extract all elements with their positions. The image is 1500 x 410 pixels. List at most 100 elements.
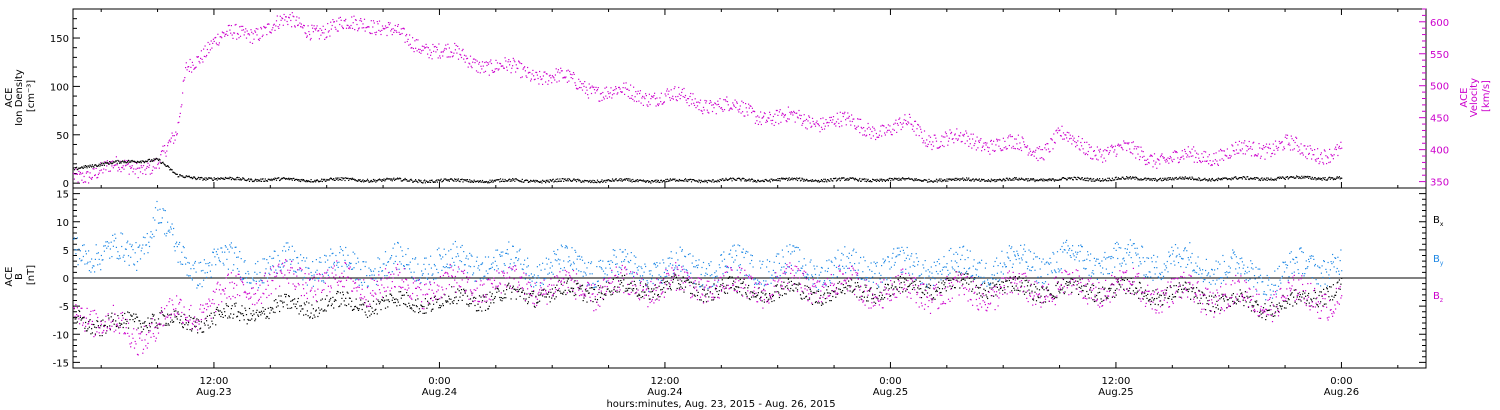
velocity-point xyxy=(1323,149,1325,151)
bx-point xyxy=(159,312,161,314)
velocity-point xyxy=(127,163,129,166)
velocity-point xyxy=(1052,148,1054,150)
bx-point xyxy=(267,307,269,309)
density-point xyxy=(1105,180,1107,182)
density-point xyxy=(926,179,928,181)
density-point xyxy=(133,160,135,162)
velocity-point xyxy=(1338,147,1340,149)
density-point xyxy=(1096,179,1098,181)
density-point xyxy=(915,178,917,180)
velocity-point xyxy=(142,173,144,175)
velocity-point xyxy=(1279,142,1281,145)
velocity-point xyxy=(932,141,934,143)
bx-point xyxy=(683,291,685,293)
bx-point xyxy=(705,301,708,303)
velocity-point xyxy=(194,67,196,69)
velocity-point xyxy=(124,159,126,161)
density-point xyxy=(1315,179,1317,181)
bx-point xyxy=(209,326,211,328)
density-point xyxy=(1188,177,1190,179)
density-point xyxy=(305,181,307,183)
density-point xyxy=(899,178,901,180)
velocity-point xyxy=(526,76,528,78)
velocity-point xyxy=(1205,151,1207,153)
density-point xyxy=(205,179,207,181)
velocity-point xyxy=(161,150,163,152)
density-point xyxy=(1200,179,1202,181)
density-point xyxy=(323,179,325,181)
density-point xyxy=(211,178,213,180)
velocity-point xyxy=(224,35,226,37)
density-point xyxy=(1292,176,1294,178)
density-point xyxy=(657,179,659,182)
velocity-point xyxy=(1214,159,1216,161)
velocity-point xyxy=(922,142,924,144)
density-point xyxy=(375,181,377,183)
density-point xyxy=(857,180,859,182)
velocity-point xyxy=(1137,153,1139,155)
density-point xyxy=(1124,178,1126,180)
bx-point xyxy=(854,288,856,290)
bx-point xyxy=(313,314,315,316)
bx-point xyxy=(1011,285,1013,287)
density-point xyxy=(128,161,130,163)
velocity-tick-label: 450 xyxy=(1430,114,1449,125)
density-point xyxy=(838,178,840,180)
bx-point xyxy=(834,290,836,292)
density-point xyxy=(291,178,293,180)
bx-point xyxy=(156,325,158,327)
velocity-point xyxy=(1051,139,1053,141)
velocity-point xyxy=(404,41,406,43)
density-point xyxy=(799,177,801,179)
density-point xyxy=(659,181,661,183)
bx-point xyxy=(1044,301,1047,303)
density-point xyxy=(1166,177,1168,179)
velocity-point xyxy=(855,128,857,130)
density-point xyxy=(1262,179,1264,181)
density-point xyxy=(585,180,587,182)
density-point xyxy=(412,181,414,183)
density-point xyxy=(636,179,638,181)
bx-point xyxy=(913,287,915,289)
density-point xyxy=(826,179,829,181)
velocity-point xyxy=(185,67,187,69)
bx-point xyxy=(101,335,103,337)
bx-point xyxy=(781,294,783,297)
density-point xyxy=(545,179,547,181)
velocity-point xyxy=(401,32,403,35)
velocity-point xyxy=(1272,143,1274,145)
density-point xyxy=(168,166,170,168)
density-point xyxy=(133,160,136,162)
velocity-point xyxy=(106,160,108,162)
velocity-point xyxy=(670,89,672,91)
velocity-point xyxy=(583,85,585,87)
density-point xyxy=(1078,177,1080,179)
velocity-point xyxy=(1073,137,1075,139)
density-point xyxy=(103,164,105,166)
velocity-point xyxy=(445,44,447,46)
density-point xyxy=(541,182,543,184)
bx-point xyxy=(793,283,795,285)
density-point xyxy=(173,171,175,173)
density-point xyxy=(1232,178,1234,180)
velocity-point xyxy=(970,133,972,135)
velocity-point xyxy=(631,95,633,97)
bx-point xyxy=(1084,295,1086,297)
density-point xyxy=(916,179,918,181)
density-point xyxy=(122,160,124,162)
density-point xyxy=(338,177,340,179)
bx-point xyxy=(287,307,289,309)
bx-point xyxy=(79,316,81,318)
bx-point xyxy=(475,310,478,312)
velocity-point xyxy=(356,23,358,26)
velocity-point xyxy=(615,88,617,90)
velocity-point xyxy=(1205,160,1207,162)
density-point xyxy=(600,180,602,182)
density-point xyxy=(933,180,935,182)
density-point xyxy=(290,178,292,180)
velocity-point xyxy=(839,111,841,113)
density-point xyxy=(521,178,523,180)
velocity-point xyxy=(1165,158,1168,160)
bx-point xyxy=(438,307,440,309)
velocity-point xyxy=(902,122,904,124)
